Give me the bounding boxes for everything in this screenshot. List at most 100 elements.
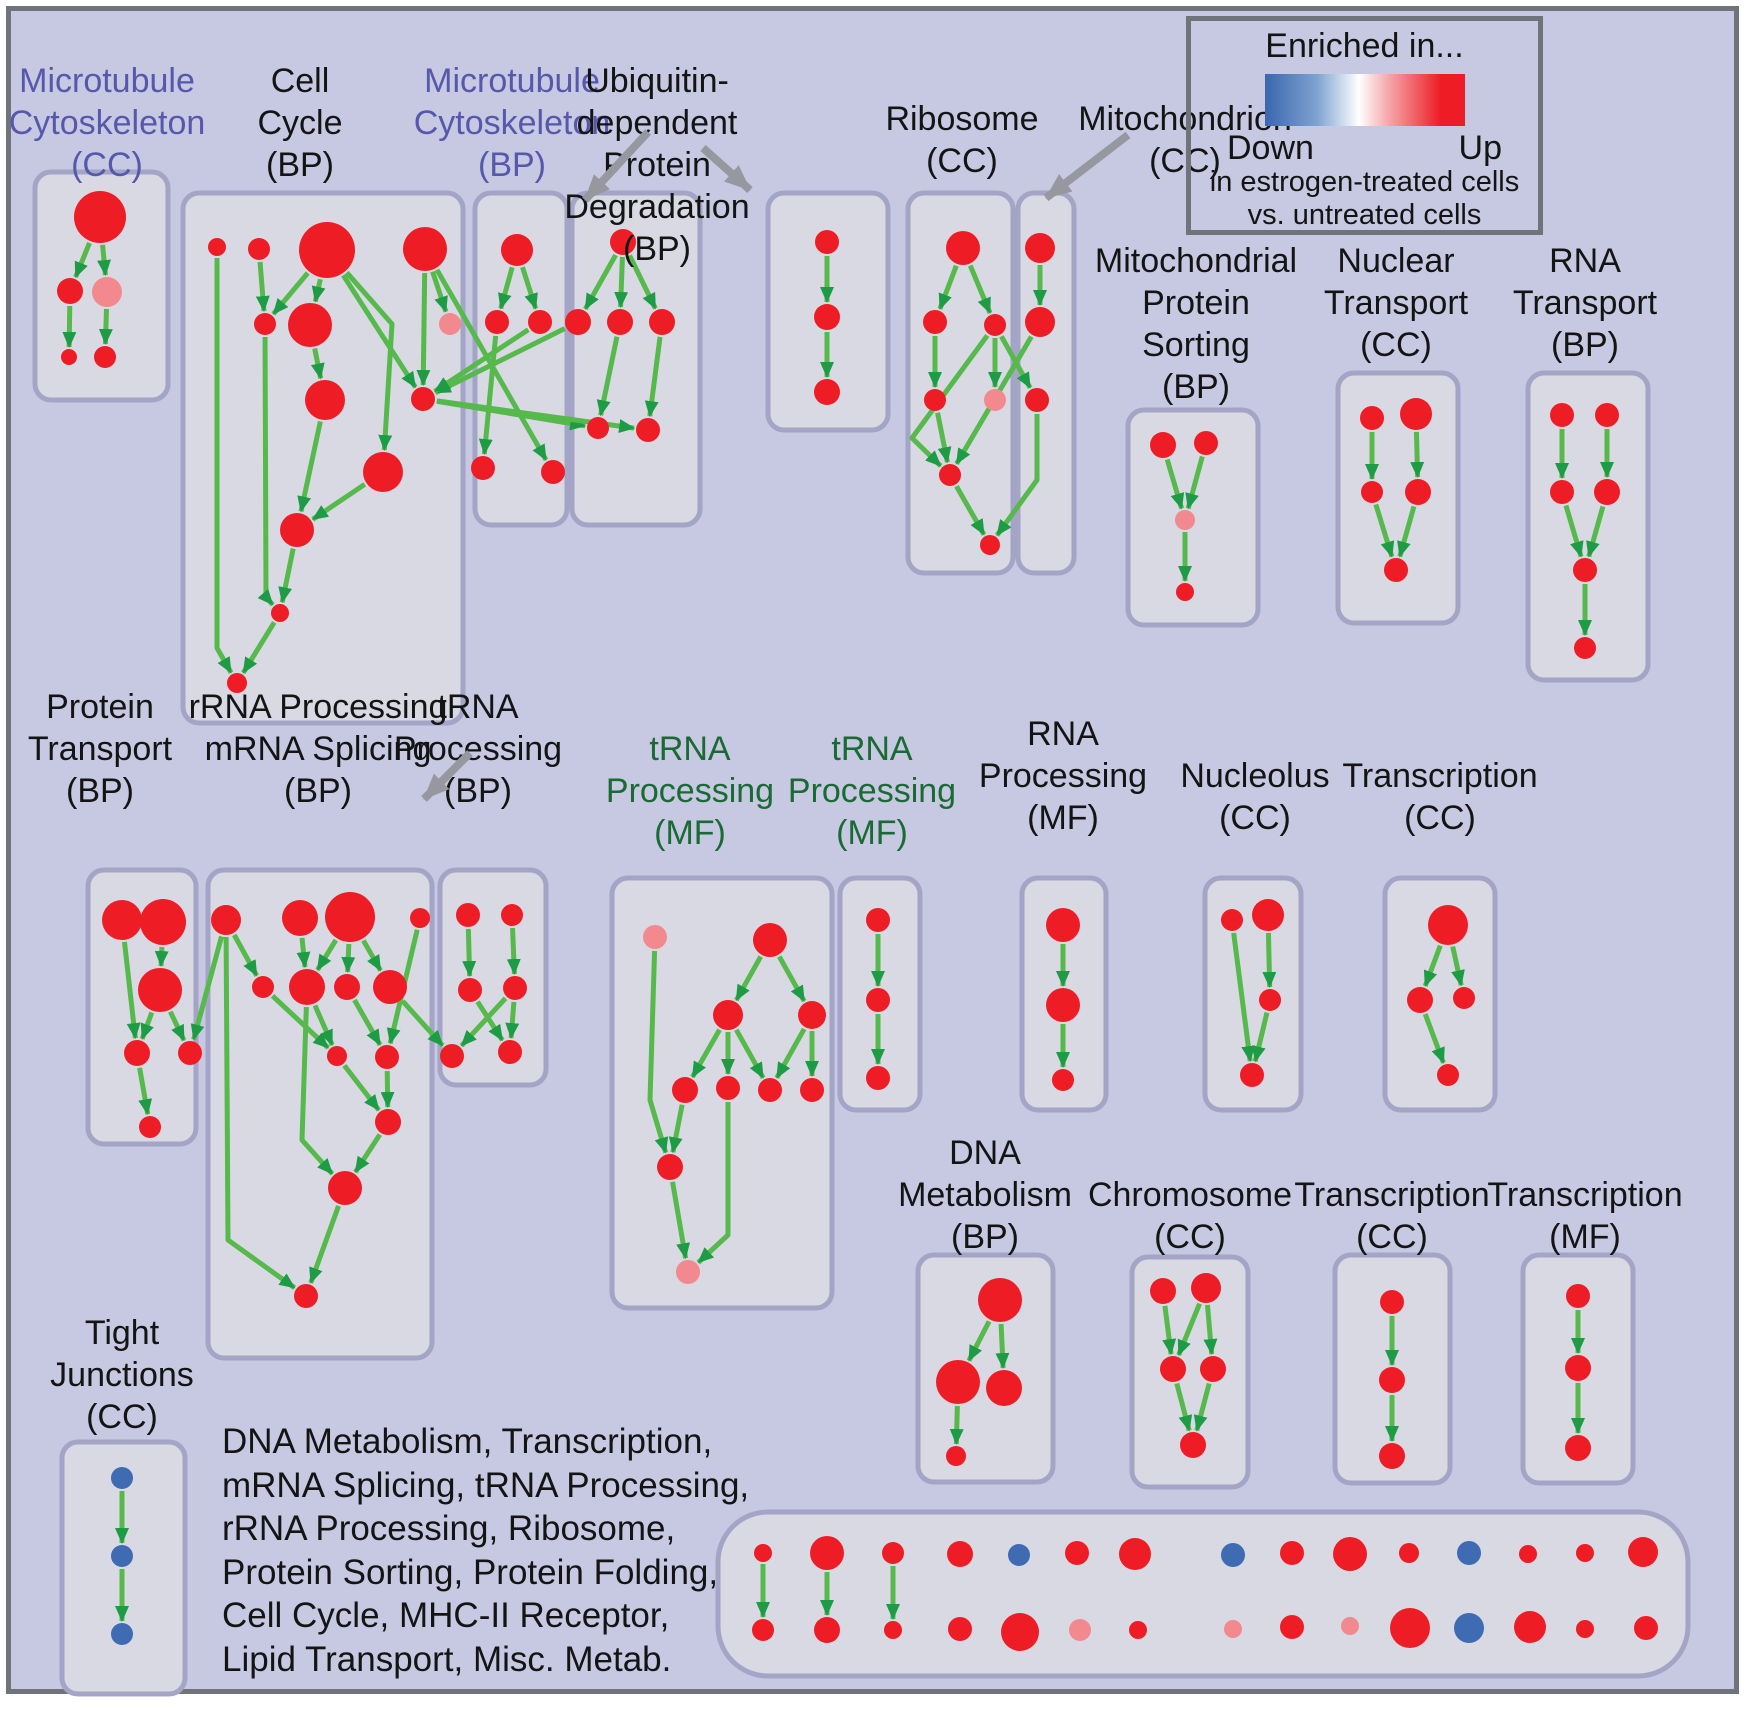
node-enriched-up bbox=[716, 1076, 740, 1100]
node-enriched-up bbox=[713, 1000, 743, 1030]
node-enriched-up bbox=[1025, 307, 1055, 337]
edge-rrna-mrna bbox=[312, 1004, 335, 1046]
node-enriched-up bbox=[271, 604, 289, 622]
box-rna-transport bbox=[1525, 370, 1651, 683]
node-enriched-up bbox=[1240, 1063, 1264, 1087]
edge-trna-bp bbox=[459, 996, 508, 1048]
box-microtubule-bp bbox=[472, 190, 570, 528]
node-enriched-up bbox=[758, 1078, 782, 1102]
node-enriched-down bbox=[1454, 1613, 1484, 1643]
label-microtubule-bp: Cytoskeleton bbox=[414, 104, 611, 142]
label-tight-junctions: Junctions bbox=[50, 1356, 194, 1394]
label-rna-transport: Transport bbox=[1513, 284, 1658, 322]
edge-ubiquitin-a bbox=[614, 256, 629, 309]
edge-trna-mf-a bbox=[734, 1028, 766, 1080]
node-enriched-up bbox=[1119, 1538, 1151, 1570]
node-enriched-up bbox=[1361, 481, 1383, 503]
node-enriched-up bbox=[1407, 987, 1433, 1013]
edge-rrna-mrna bbox=[232, 933, 259, 977]
legend-title: Enriched in... bbox=[1265, 27, 1464, 65]
node-enriched-up bbox=[1129, 1621, 1147, 1639]
edge-chromosome bbox=[1174, 1382, 1193, 1432]
label-transcription-cc-1: (CC) bbox=[1404, 799, 1476, 837]
node-enriched-up bbox=[1176, 583, 1194, 601]
node-enriched-up bbox=[1550, 480, 1574, 504]
label-chromosome: Chromosome bbox=[1088, 1176, 1292, 1214]
node-enriched-up bbox=[1573, 558, 1597, 582]
label-trna-bp: Processing bbox=[394, 730, 562, 768]
edge-ribosome bbox=[954, 485, 987, 536]
node-enriched-up bbox=[1405, 479, 1431, 505]
edge-trna-bp bbox=[475, 1000, 505, 1042]
edge-chromosome bbox=[1203, 1304, 1218, 1356]
node-enriched-up bbox=[1194, 431, 1218, 455]
label-mps: (BP) bbox=[1162, 368, 1230, 406]
edge-ribosome bbox=[937, 264, 959, 310]
node-enriched-up bbox=[753, 923, 787, 957]
edge-protein-transport bbox=[168, 1010, 187, 1042]
node-enriched-up bbox=[139, 1116, 161, 1138]
edge-rrna-mrna bbox=[308, 1205, 341, 1284]
label-microtubule-bp: (BP) bbox=[478, 146, 546, 184]
edge-protein-transport bbox=[137, 1067, 153, 1116]
edge-nucleolus bbox=[1251, 1012, 1270, 1063]
annotation-arrow-ubiquitin-to-left-box bbox=[582, 129, 651, 203]
edge-rrna-mrna bbox=[352, 998, 383, 1047]
box-chromosome bbox=[1129, 1254, 1251, 1490]
box-summary bbox=[715, 1509, 1691, 1679]
edge-cell-cycle bbox=[430, 270, 449, 313]
node-enriched-up bbox=[1252, 899, 1284, 931]
node-enriched-up bbox=[227, 673, 247, 693]
label-transcription-cc-1: Transcription bbox=[1342, 757, 1537, 795]
edge-trna-bp bbox=[506, 927, 521, 976]
layer-labels: Microtubule Cytoskeleton (CC) Cell Cycle (BP)… bbox=[9, 62, 1683, 1436]
node-enriched-up bbox=[1259, 989, 1281, 1011]
legend-gradient-bar bbox=[1264, 74, 1465, 126]
edge-ubiquitin-a bbox=[627, 254, 658, 310]
node-enriched-up bbox=[1280, 1615, 1304, 1639]
edge-cell-cycle bbox=[241, 621, 277, 675]
node-enriched-up bbox=[1595, 403, 1619, 427]
label-trna-mf-a: Processing bbox=[606, 772, 774, 810]
node-enriched-up bbox=[410, 908, 430, 928]
node-enriched-up bbox=[947, 1541, 973, 1567]
node-enriched-up bbox=[815, 230, 839, 254]
node-enriched-up bbox=[375, 1045, 399, 1069]
edge-ubiquitin-a bbox=[644, 336, 663, 418]
node-enriched-up bbox=[334, 974, 360, 1000]
edge-dna-metabolism bbox=[995, 1323, 1010, 1370]
node-enriched-up bbox=[607, 309, 633, 335]
box-ribosome bbox=[905, 190, 1016, 576]
node-enriched-up bbox=[1150, 1278, 1176, 1304]
edge-transcription-cc-1 bbox=[1450, 945, 1465, 987]
box-nucleolus bbox=[1202, 875, 1304, 1113]
edge-cross-6 bbox=[995, 414, 1040, 537]
edge-microtubule-cc bbox=[98, 308, 113, 346]
label-nucleolus: (CC) bbox=[1219, 799, 1291, 837]
node-enriched-up bbox=[1428, 905, 1468, 945]
layer-nodes bbox=[57, 191, 1658, 1651]
node-enriched-up bbox=[978, 1278, 1022, 1322]
edge-protein-transport bbox=[121, 941, 141, 1040]
node-enriched-up bbox=[1180, 1432, 1206, 1458]
node-enriched-up bbox=[102, 900, 142, 940]
edge-ubiquitin-a bbox=[583, 253, 618, 311]
node-enriched-up bbox=[1565, 1435, 1591, 1461]
edge-trna-mf-a bbox=[647, 950, 669, 1154]
edge-microtubule-cc bbox=[97, 244, 111, 277]
node-enriched-up bbox=[946, 1446, 966, 1466]
edge-microtubule-bp bbox=[478, 335, 499, 456]
node-enriched-up bbox=[94, 346, 116, 368]
color-legend: Enriched in... Down Up in estrogen-treat… bbox=[1186, 16, 1543, 235]
node-enriched-up bbox=[636, 418, 660, 442]
node-enriched-up bbox=[1191, 1273, 1221, 1303]
node-enriched-up bbox=[984, 314, 1006, 336]
label-trna-mf-a: (MF) bbox=[654, 814, 726, 852]
node-enriched-up bbox=[1594, 479, 1620, 505]
node-enriched-mild bbox=[1175, 510, 1195, 530]
label-ubiquitin: (BP) bbox=[623, 230, 691, 268]
node-enriched-up bbox=[939, 464, 961, 486]
label-tight-junctions: Tight bbox=[85, 1314, 160, 1352]
uncategorized-groups-note-line: Lipid Transport, Misc. Metab. bbox=[222, 1639, 672, 1679]
edge-nucleolus bbox=[1231, 932, 1256, 1063]
